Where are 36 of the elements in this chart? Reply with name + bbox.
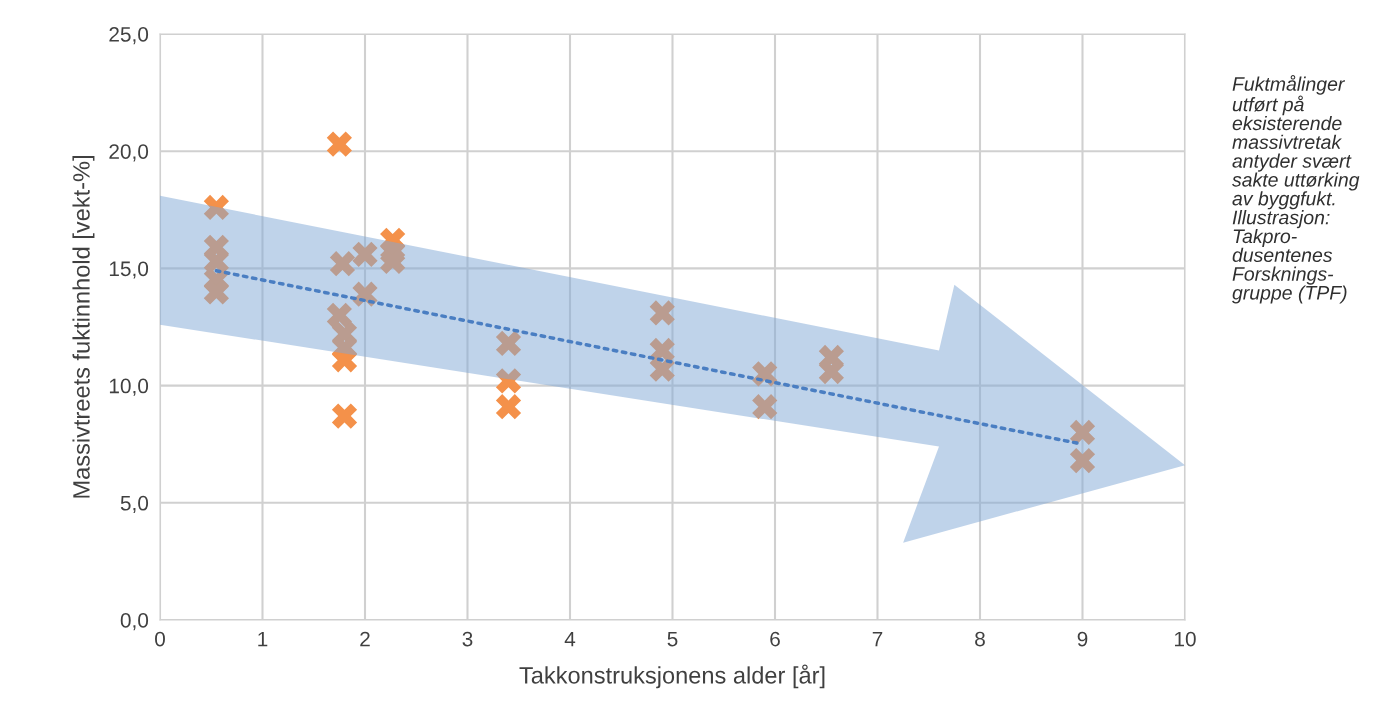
y-tick-label: 20,0 [109, 144, 149, 162]
y-tick-label: 10,0 [109, 378, 149, 396]
point [495, 394, 522, 420]
point [380, 248, 406, 274]
point [1069, 447, 1096, 474]
x-tick-label: 5 [667, 631, 678, 647]
point [329, 251, 356, 277]
x-tick-label: 7 [872, 631, 883, 647]
point [331, 403, 358, 429]
point [1069, 419, 1096, 446]
x-tick-label: 1 [258, 631, 268, 647]
point [203, 194, 229, 221]
x-tick-label: 0 [155, 631, 165, 647]
text: Fuktmålinger utført på eksisterende massivtretak antyder svært sakte uttørking av byggfukt. Illustrasjon: Takpro- dusentenes Forsknings- gruppe (TPF) [1232, 75, 1360, 304]
point [752, 394, 778, 420]
point [326, 302, 352, 328]
point [495, 330, 522, 357]
point [326, 131, 352, 157]
point [352, 241, 378, 267]
x-tick-label: 6 [770, 631, 780, 647]
y-tick-label: 5,0 [120, 495, 149, 514]
x-tick-label: 9 [1077, 631, 1088, 647]
x-tick-label: 2 [360, 631, 370, 647]
x-tick-label: 10 [1175, 631, 1196, 647]
y-axis-title: Massivtreets fuktinnhold [vekt-%] [72, 156, 95, 498]
point [203, 279, 229, 305]
x-tick-label: 4 [564, 631, 576, 647]
x-tick-label: 8 [975, 631, 985, 647]
point [495, 368, 522, 394]
y-tick-label: 0,0 [120, 613, 149, 631]
y-tick-label: 15,0 [109, 261, 149, 279]
y-tick-label: 25,0 [109, 27, 149, 45]
x-tick-label: 3 [462, 631, 473, 647]
x-axis-title: Takkonstruksjonens alder [år] [519, 664, 825, 689]
point [331, 347, 358, 373]
point [649, 300, 675, 326]
